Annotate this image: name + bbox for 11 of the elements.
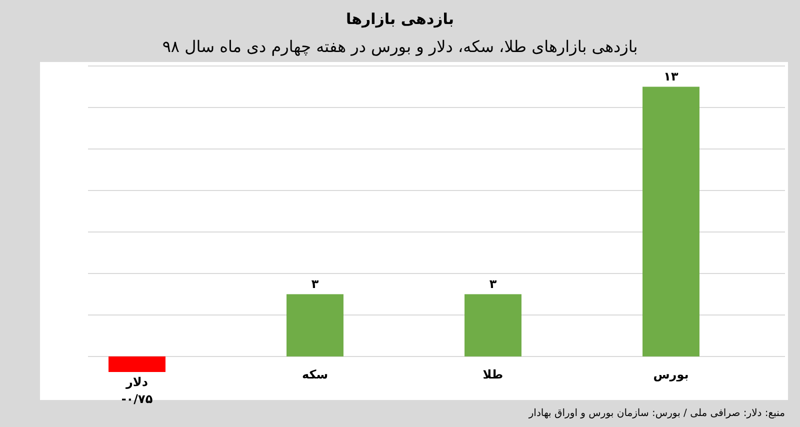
x-tick-label: سکه bbox=[302, 367, 328, 382]
text: منبع: دلار: صرافی ملی / بورس: سازمان بورس و اوراق بهادار bbox=[528, 408, 785, 419]
data-label: -۰/۷۵ bbox=[121, 392, 153, 406]
data-label: ۱۳ bbox=[664, 70, 679, 84]
chart-title: بازدهی بازارها bbox=[346, 10, 454, 28]
x-tick-label: بورس bbox=[653, 367, 689, 382]
x-tick-label: دلار bbox=[124, 375, 148, 389]
data-label: ۳ bbox=[311, 277, 320, 292]
data-label: ۳ bbox=[489, 277, 498, 292]
x-tick-label: طلا bbox=[482, 367, 504, 382]
chart-subtitle: بازدهی بازارهای طلا، سکه، دلار و بورس در هفته چهارم دی ماه سال ۹۸ bbox=[162, 37, 638, 56]
